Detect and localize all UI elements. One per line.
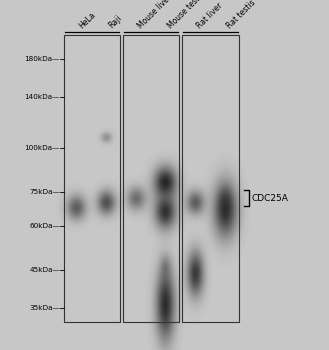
Bar [123,35,179,322]
Text: HeLa: HeLa [77,10,97,30]
Bar [182,35,239,322]
Bar [123,35,179,322]
Bar [63,35,120,322]
Text: Mouse testis: Mouse testis [166,0,206,30]
Text: 35kDa—: 35kDa— [29,305,60,312]
Text: 100kDa—: 100kDa— [25,145,60,151]
Text: 45kDa—: 45kDa— [29,267,60,273]
Text: Raji: Raji [107,13,123,30]
Text: 75kDa—: 75kDa— [29,189,60,195]
Text: 140kDa—: 140kDa— [25,94,60,100]
Bar [182,35,239,322]
Text: CDC25A: CDC25A [251,194,288,203]
Text: Rat testis: Rat testis [225,0,257,30]
Bar [63,35,120,322]
Text: 180kDa—: 180kDa— [25,56,60,62]
Text: Rat liver: Rat liver [195,1,225,30]
Text: 60kDa—: 60kDa— [29,223,60,229]
Text: Mouse liver: Mouse liver [136,0,174,30]
